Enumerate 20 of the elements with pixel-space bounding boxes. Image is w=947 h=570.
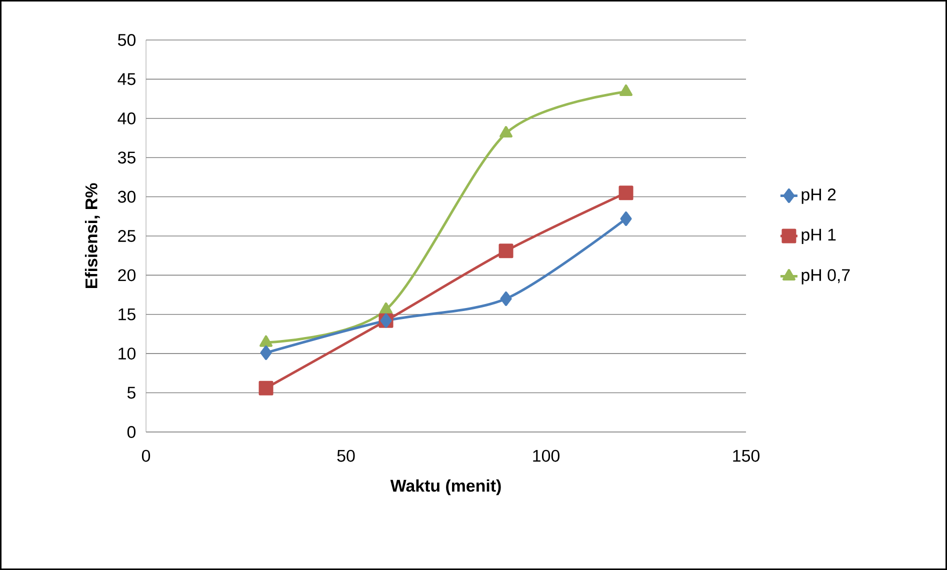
legend-label: pH 1 — [802, 228, 836, 244]
y-tick-label: 45 — [118, 73, 136, 86]
y-tick-label: 30 — [118, 190, 136, 203]
legend-label: pH 2 — [802, 188, 836, 204]
y-tick-label: 40 — [118, 112, 136, 124]
y-tick-label: 0 — [127, 426, 136, 438]
x-tick-label: 0 — [142, 450, 150, 462]
legend-label: pH 0,7 — [802, 269, 850, 284]
y-tick-label: 20 — [118, 269, 136, 282]
y-tick-label: 5 — [127, 386, 136, 399]
x-axis-title: Waktu (menit) — [390, 479, 501, 496]
x-tick-label: 150 — [733, 450, 760, 462]
y-tick-label: 35 — [118, 152, 136, 164]
y-axis-title: Efisiensi, R% — [84, 183, 100, 288]
y-tick-label: 50 — [118, 34, 136, 46]
x-tick-label: 50 — [337, 450, 355, 462]
y-tick-label: 10 — [118, 348, 136, 360]
y-tick-label: 25 — [118, 230, 136, 242]
y-tick-label: 15 — [118, 308, 136, 320]
x-tick-label: 100 — [533, 450, 560, 462]
